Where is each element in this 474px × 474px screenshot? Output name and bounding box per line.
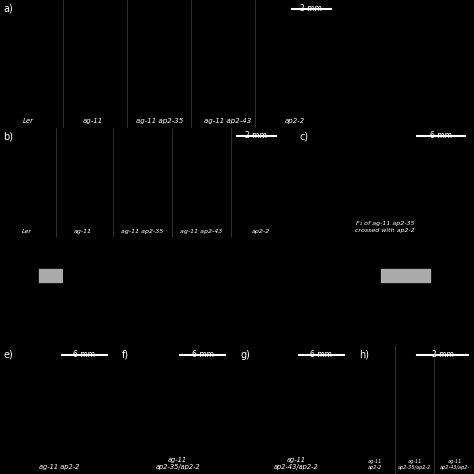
Text: 6 mm: 6 mm [73,350,95,359]
Text: +1 ATG: +1 ATG [56,236,85,245]
Text: ag-11: ag-11 [82,118,102,124]
Text: Ler: Ler [23,118,34,124]
Bar [164,264,175,286]
Bar [38,267,63,283]
Text: ag-11 ap2-2: ag-11 ap2-2 [39,464,80,470]
Text: ag-11
ap2-35/ap2-2: ag-11 ap2-35/ap2-2 [155,457,200,470]
Bar [184,264,209,286]
Text: b): b) [3,131,13,141]
Bar [261,264,278,286]
Text: ag-11
ap2-43/ap2-: ag-11 ap2-43/ap2- [440,459,470,470]
Text: 2 mm: 2 mm [432,350,454,359]
Text: 100 bp: 100 bp [372,328,399,337]
Text: 2 mm: 2 mm [246,131,267,140]
Text: ag-11
ap2-35/ap2-2: ag-11 ap2-35/ap2-2 [398,459,431,470]
Bar [143,264,155,286]
Text: ag-11 ap2-35: ag-11 ap2-35 [121,229,164,234]
Text: h): h) [359,350,369,360]
Text: c): c) [300,131,309,141]
Text: g): g) [240,350,250,360]
Text: ap2-2: ap2-2 [252,229,270,234]
Text: ag-11 ap2-43: ag-11 ap2-43 [180,229,223,234]
Bar [287,264,302,286]
Bar [311,264,340,286]
Text: d): d) [5,240,15,250]
Bar [239,264,252,286]
Text: ag-11
ap2-43/ap2-2: ag-11 ap2-43/ap2-2 [274,457,319,470]
Text: ag-11
ap2-2: ag-11 ap2-2 [367,459,382,470]
Text: a): a) [4,4,13,14]
Text: ap2-2: ap2-2 [285,118,305,124]
Text: ag-11 ap2-43: ag-11 ap2-43 [204,118,251,124]
Text: ag-11 ap2-35: ag-11 ap2-35 [137,118,183,124]
Bar [218,264,230,286]
Bar [63,264,132,286]
Text: 2 mm: 2 mm [300,4,322,13]
Text: ap2-43
+432th G to A
W144stop: ap2-43 +432th G to A W144stop [89,314,134,331]
Text: 6 mm: 6 mm [430,131,452,140]
Bar [380,267,431,283]
Text: F₁ of ag-11 ap2-35
crossed with ap2-2: F₁ of ag-11 ap2-35 crossed with ap2-2 [355,221,415,233]
Bar [349,264,380,286]
Text: ap2-35
+34th C to T
Q12stop: ap2-35 +34th C to T Q12stop [54,314,94,331]
Text: ag-11: ag-11 [74,229,92,234]
Text: e): e) [3,350,13,360]
Text: Ler: Ler [22,229,32,234]
Text: 6 mm: 6 mm [310,350,332,359]
Text: 6 mm: 6 mm [191,350,214,359]
Text: f): f) [122,350,129,360]
